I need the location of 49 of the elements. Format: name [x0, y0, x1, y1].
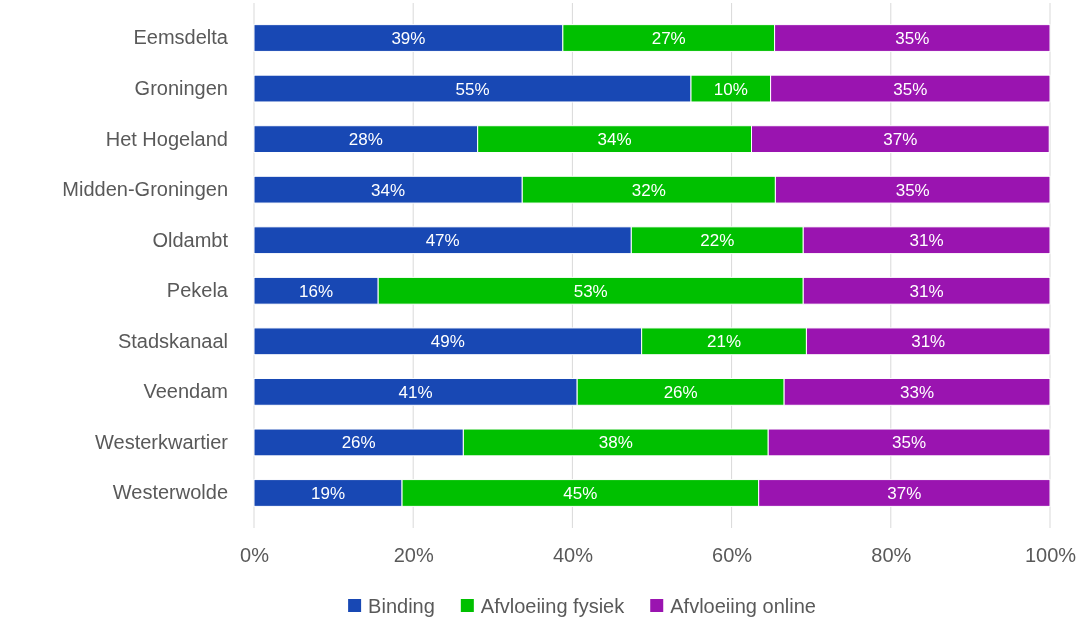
data-label: 41%: [398, 382, 433, 402]
x-tick-label: 40%: [552, 544, 594, 567]
data-label: 31%: [911, 332, 946, 352]
data-label: 53%: [573, 281, 608, 301]
data-label: 31%: [909, 231, 944, 251]
data-label: 35%: [892, 433, 927, 453]
data-label: 16%: [299, 281, 334, 301]
y-tick-label: Oldambt: [152, 228, 229, 251]
data-label: 26%: [341, 433, 376, 453]
x-tick-label: 20%: [393, 544, 434, 567]
legend-label: Binding: [368, 595, 435, 617]
data-label: 35%: [895, 28, 930, 48]
y-tick-label: Het Hogeland: [105, 127, 228, 150]
data-label: 38%: [598, 433, 633, 453]
x-tick-label: 0%: [240, 544, 270, 567]
y-tick-label: Eemsdelta: [133, 26, 229, 49]
data-label: 37%: [887, 483, 922, 503]
data-label: 34%: [597, 130, 632, 150]
data-label: 35%: [895, 180, 930, 200]
x-tick-label: 60%: [712, 544, 753, 567]
data-label: 39%: [391, 28, 426, 48]
data-label: 35%: [893, 79, 928, 99]
x-tick-label: 100%: [1024, 544, 1077, 567]
y-tick-label: Veendam: [143, 380, 228, 403]
data-label: 10%: [713, 79, 748, 99]
data-label: 26%: [663, 382, 698, 402]
y-tick-label: Midden-Groningen: [62, 178, 228, 201]
legend-label: Afvloeiing online: [670, 595, 816, 617]
data-label: 34%: [371, 180, 406, 200]
data-label: 45%: [563, 483, 598, 503]
data-label: 19%: [311, 483, 346, 503]
data-label: 37%: [883, 130, 918, 150]
data-label: 49%: [430, 332, 465, 352]
y-tick-label: Groningen: [134, 76, 228, 99]
data-label: 55%: [455, 79, 490, 99]
y-tick-label: Pekela: [166, 279, 229, 302]
data-label: 31%: [909, 281, 944, 301]
y-tick-label: Stadskanaal: [117, 329, 228, 352]
data-label: 22%: [700, 231, 735, 251]
data-label: 33%: [900, 382, 935, 402]
legend-label: Afvloeiing fysiek: [480, 595, 626, 617]
y-tick-label: Westerwolde: [112, 481, 228, 504]
y-tick-label: Westerkwartier: [95, 430, 229, 453]
data-label: 32%: [631, 180, 666, 200]
data-label: 28%: [348, 130, 383, 150]
data-label: 21%: [707, 332, 742, 352]
data-label: 27%: [651, 28, 686, 48]
data-label: 47%: [425, 231, 460, 251]
x-tick-label: 80%: [871, 544, 912, 567]
